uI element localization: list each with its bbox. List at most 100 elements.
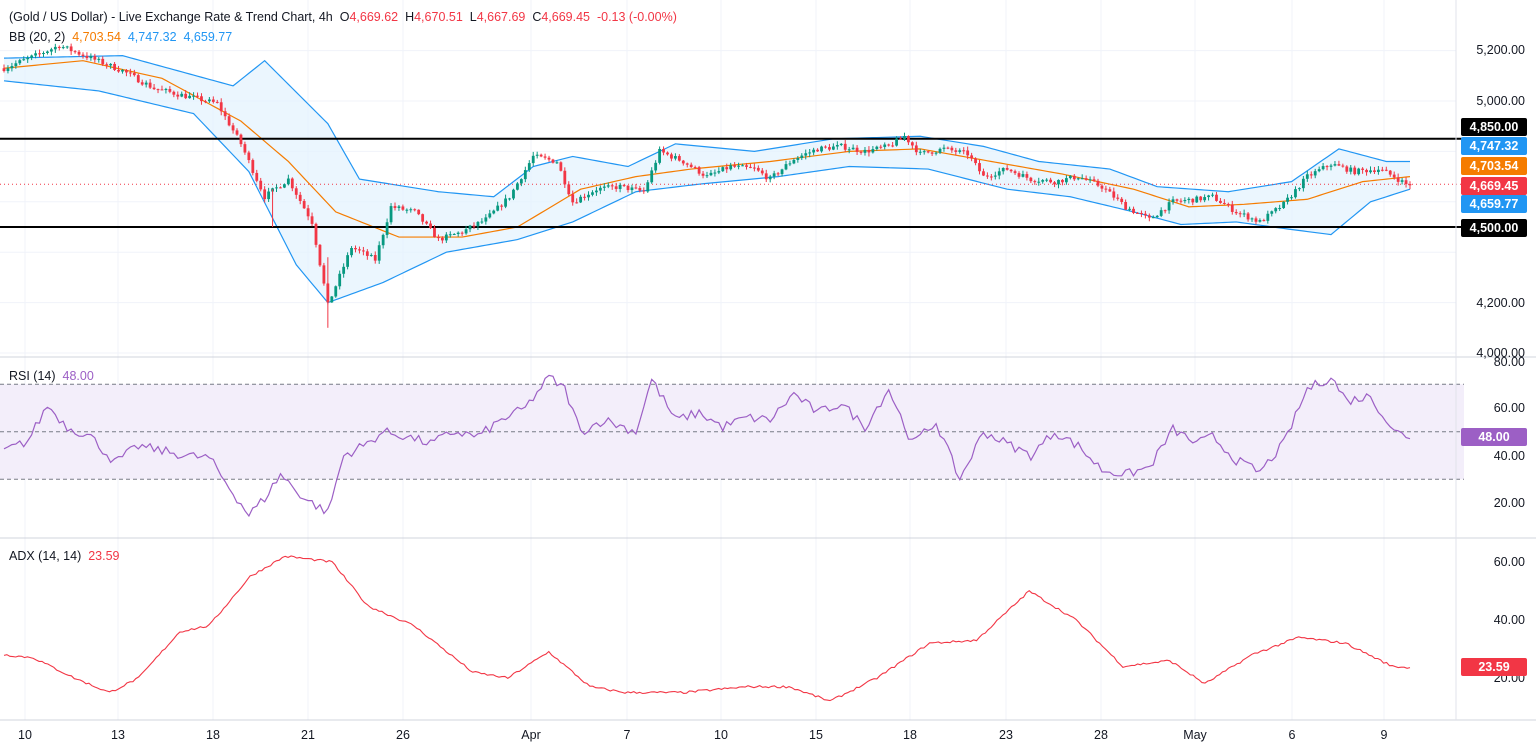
candle-body — [930, 152, 934, 154]
candle-body — [38, 53, 41, 55]
candle-body — [456, 232, 460, 235]
candle-body — [1009, 169, 1013, 172]
rsi-value: 48.00 — [62, 369, 94, 383]
candle-body — [531, 155, 535, 164]
pane-dividers[interactable] — [0, 0, 1536, 721]
candle-body — [1211, 194, 1214, 196]
candle-body — [433, 227, 436, 238]
candle-body — [571, 194, 575, 203]
adx-value-tag: 23.59 — [1461, 658, 1527, 676]
candle-body — [207, 99, 211, 102]
candle-body — [492, 210, 496, 214]
candle-body — [697, 167, 701, 174]
candle-body — [1353, 167, 1357, 175]
bb-lower-value: 4,659.77 — [183, 30, 233, 44]
candle-body — [1222, 202, 1226, 204]
candle-body — [733, 165, 737, 167]
candle-body — [444, 234, 448, 241]
candle-body — [338, 273, 342, 287]
candle-body — [824, 146, 827, 148]
candle-body — [717, 171, 721, 173]
time-axis-tick: 18 — [206, 728, 220, 742]
rsi-header[interactable]: RSI (14) 48.00 — [9, 369, 94, 383]
candle-body — [504, 198, 507, 207]
candle-body — [1305, 174, 1309, 179]
candle-body — [792, 159, 796, 164]
candle-body — [1337, 164, 1341, 166]
candle-body — [1068, 175, 1072, 179]
candle-body — [934, 152, 938, 154]
candle-body — [835, 144, 839, 147]
candle-body — [1132, 208, 1135, 213]
bb-label: BB (20, 2) — [9, 30, 66, 44]
candle-body — [1345, 166, 1349, 172]
candle-body — [670, 154, 673, 159]
candle-body — [804, 153, 808, 156]
candle-body — [140, 82, 144, 85]
candle-body — [630, 187, 634, 191]
candle-body — [14, 63, 18, 67]
candle-body — [97, 58, 101, 60]
candle-body — [887, 144, 891, 146]
candle-body — [579, 196, 583, 203]
price-tag-bb-basis: 4,703.54 — [1461, 157, 1527, 175]
candle-body — [231, 125, 235, 131]
high-label: H — [405, 10, 415, 24]
candle-body — [800, 155, 804, 159]
candle-body — [756, 167, 760, 171]
candle-body — [547, 157, 551, 160]
symbol-header[interactable]: (Gold / US Dollar) - Live Exchange Rate … — [9, 10, 677, 24]
candle-body — [105, 64, 109, 66]
candle-body — [1199, 196, 1203, 201]
candle-body — [689, 164, 693, 168]
candle-body — [982, 171, 985, 176]
time-axis-tick: May — [1183, 728, 1207, 742]
candle-body — [219, 102, 223, 112]
candle-body — [1258, 220, 1262, 222]
time-axis-tick: 10 — [18, 728, 32, 742]
candle-body — [622, 184, 626, 186]
candle-body — [610, 185, 614, 187]
candle-body — [1349, 167, 1353, 172]
candle-body — [535, 154, 539, 156]
candle-body — [713, 172, 717, 174]
candle-body — [555, 162, 559, 164]
candle-body — [468, 225, 472, 230]
candle-body — [215, 101, 219, 103]
low-value: 4,667.69 — [476, 10, 526, 24]
candle-body — [373, 255, 377, 261]
candle-body — [784, 164, 788, 170]
candle-body — [709, 172, 713, 176]
candle-body — [136, 75, 140, 83]
candle-body — [346, 255, 350, 267]
candle-body — [476, 221, 480, 227]
candle-body — [73, 51, 77, 53]
candle-body — [527, 163, 531, 171]
candle-body — [322, 265, 326, 284]
candle-body — [1033, 181, 1037, 183]
time-axis-tick: 18 — [903, 728, 917, 742]
candle-body — [847, 149, 851, 151]
candle-body — [318, 244, 322, 266]
candle-body — [780, 169, 784, 175]
candle-body — [255, 172, 259, 181]
candle-body — [1017, 173, 1021, 177]
adx-header[interactable]: ADX (14, 14) 23.59 — [9, 549, 120, 563]
adx-value: 23.59 — [88, 549, 120, 563]
candle-body — [867, 149, 871, 153]
candle-body — [922, 151, 926, 153]
rsi-pane — [0, 374, 1464, 518]
candle-body — [1357, 168, 1361, 175]
candle-body — [978, 163, 981, 172]
candle-body — [1341, 165, 1345, 167]
time-axis-tick: Apr — [521, 728, 541, 742]
candle-body — [61, 47, 65, 49]
candle-body — [958, 150, 962, 152]
candle-body — [354, 248, 357, 250]
candle-body — [397, 206, 401, 208]
bb-header[interactable]: BB (20, 2) 4,703.54 4,747.32 4,659.77 — [9, 30, 232, 44]
candle-body — [989, 176, 993, 178]
candle-body — [488, 213, 492, 218]
bollinger-bands — [3, 55, 1411, 304]
